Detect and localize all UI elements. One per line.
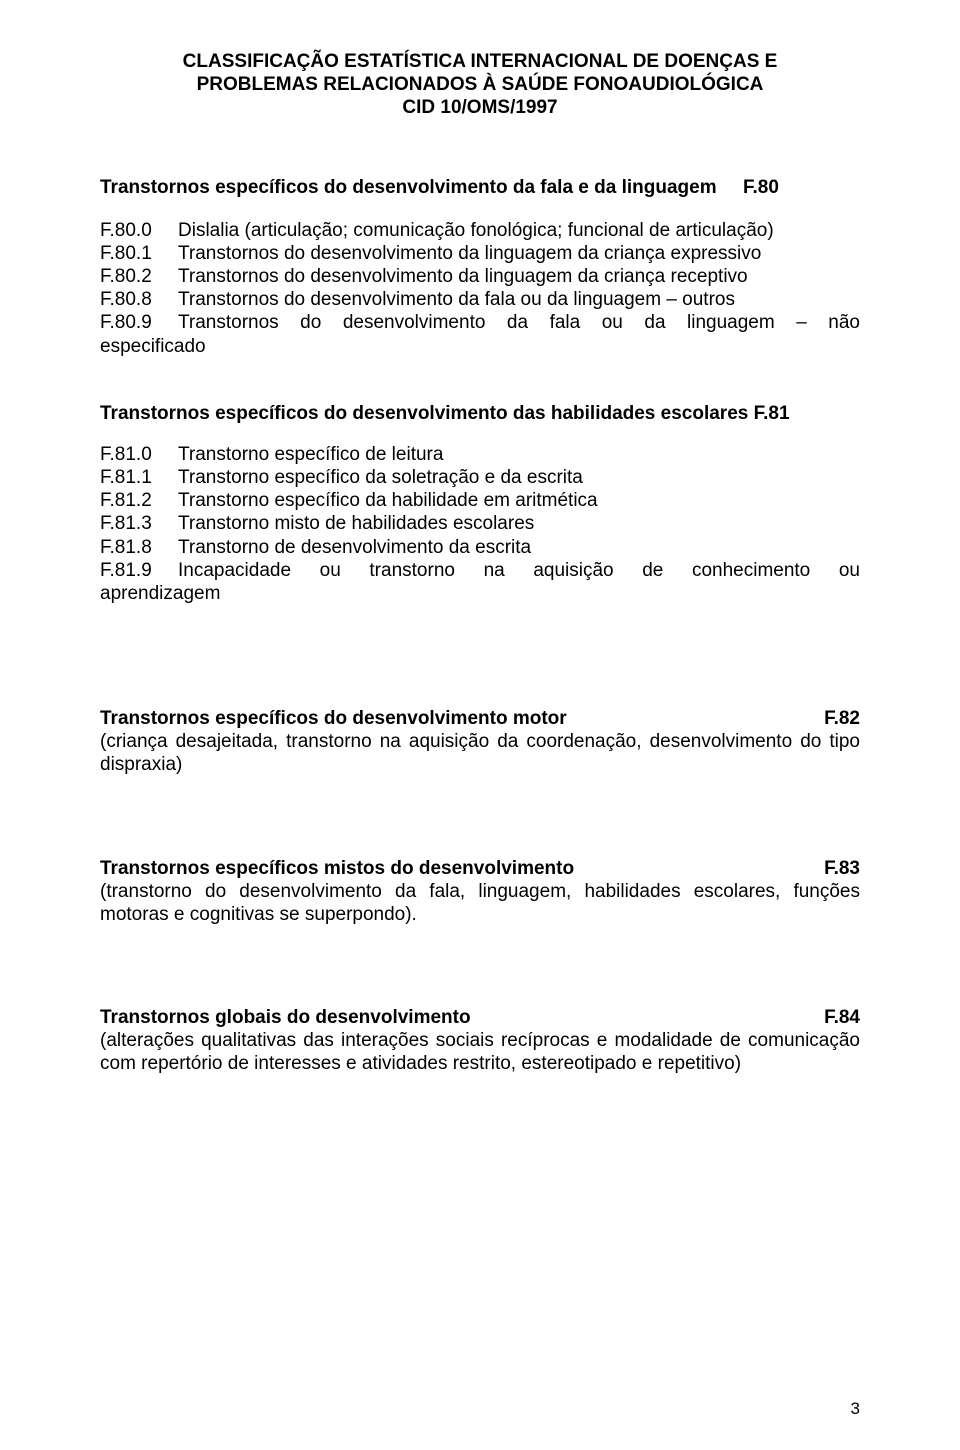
entry-text: Transtornos do desenvolvimento da lingua… <box>178 265 860 288</box>
entry-row: F.81.3 Transtorno misto de habilidades e… <box>100 512 860 535</box>
section-body-f82: (criança desajeitada, transtorno na aqui… <box>100 730 860 776</box>
entry-text: Transtorno misto de habilidades escolare… <box>178 512 860 535</box>
title-line-3: CID 10/OMS/1997 <box>100 96 860 119</box>
entry-text: Transtorno específico da soletração e da… <box>178 466 860 489</box>
entry-text: Dislalia (articulação; comunicação fonol… <box>178 219 860 242</box>
entry-text: Transtorno específico de leitura <box>178 443 860 466</box>
page-number: 3 <box>851 1399 860 1420</box>
section-heading-f84: F.84 Transtornos globais do desenvolvime… <box>100 1006 860 1029</box>
section-body-f84: (alterações qualitativas das interações … <box>100 1029 860 1075</box>
entry-code: F.80.0 <box>100 219 178 242</box>
section-body-f83: (transtorno do desenvolvimento da fala, … <box>100 880 860 926</box>
entry-code: F.80.9 <box>100 311 178 334</box>
entry-code: F.81.2 <box>100 489 178 512</box>
heading-code: F.84 <box>824 1006 860 1029</box>
entry-row: F.80.0 Dislalia (articulação; comunicaçã… <box>100 219 860 242</box>
entry-code: F.81.8 <box>100 536 178 559</box>
entry-code: F.81.3 <box>100 512 178 535</box>
entry-row: F.80.2 Transtornos do desenvolvimento da… <box>100 265 860 288</box>
entry-row: F.81.2 Transtorno específico da habilida… <box>100 489 860 512</box>
section-heading-f83: F.83 Transtornos específicos mistos do d… <box>100 857 860 880</box>
entry-row: F.81.9 Incapacidade ou transtorno na aqu… <box>100 559 860 582</box>
entries-f80: F.80.0 Dislalia (articulação; comunicaçã… <box>100 219 860 358</box>
heading-text: Transtornos específicos do desenvolvimen… <box>100 177 717 198</box>
entry-code: F.80.1 <box>100 242 178 265</box>
entry-text-cont: aprendizagem <box>100 582 860 605</box>
heading-text: Transtornos específicos mistos do desenv… <box>100 858 574 879</box>
entry-row: F.81.1 Transtorno específico da soletraç… <box>100 466 860 489</box>
entry-text: Transtornos do desenvolvimento da fala o… <box>178 311 860 334</box>
entry-row: F.81.0 Transtorno específico de leitura <box>100 443 860 466</box>
entry-code: F.80.2 <box>100 265 178 288</box>
entry-text: Transtornos do desenvolvimento da lingua… <box>178 242 860 265</box>
entry-row: F.81.8 Transtorno de desenvolvimento da … <box>100 536 860 559</box>
entry-text: Transtorno de desenvolvimento da escrita <box>178 536 860 559</box>
entry-code: F.81.1 <box>100 466 178 489</box>
entry-text: Transtornos do desenvolvimento da fala o… <box>178 288 860 311</box>
entry-text: Incapacidade ou transtorno na aquisição … <box>178 559 860 582</box>
heading-text: Transtornos globais do desenvolvimento <box>100 1007 471 1028</box>
section-heading-f81: Transtornos específicos do desenvolvimen… <box>100 402 860 425</box>
entry-row-cont: especificado <box>100 335 860 358</box>
title-line-1: CLASSIFICAÇÃO ESTATÍSTICA INTERNACIONAL … <box>100 50 860 73</box>
heading-code: F.83 <box>824 857 860 880</box>
entry-row: F.80.1 Transtornos do desenvolvimento da… <box>100 242 860 265</box>
entry-row: F.80.9 Transtornos do desenvolvimento da… <box>100 311 860 334</box>
heading-code: F.80 <box>743 177 779 198</box>
entries-f81: F.81.0 Transtorno específico de leitura … <box>100 443 860 605</box>
title-line-2: PROBLEMAS RELACIONADOS À SAÚDE FONOAUDIO… <box>100 73 860 96</box>
section-heading-f80: Transtornos específicos do desenvolvimen… <box>100 176 860 199</box>
entry-text-cont: especificado <box>100 335 860 358</box>
document-page: CLASSIFICAÇÃO ESTATÍSTICA INTERNACIONAL … <box>0 0 960 1450</box>
entry-row-cont: aprendizagem <box>100 582 860 605</box>
section-heading-f82: F.82 Transtornos específicos do desenvol… <box>100 707 860 730</box>
heading-code: F.82 <box>824 707 860 730</box>
entry-row: F.80.8 Transtornos do desenvolvimento da… <box>100 288 860 311</box>
doc-title: CLASSIFICAÇÃO ESTATÍSTICA INTERNACIONAL … <box>100 50 860 120</box>
entry-code: F.80.8 <box>100 288 178 311</box>
entry-code: F.81.0 <box>100 443 178 466</box>
entry-text: Transtorno específico da habilidade em a… <box>178 489 860 512</box>
heading-text: Transtornos específicos do desenvolvimen… <box>100 708 567 729</box>
entry-code: F.81.9 <box>100 559 178 582</box>
